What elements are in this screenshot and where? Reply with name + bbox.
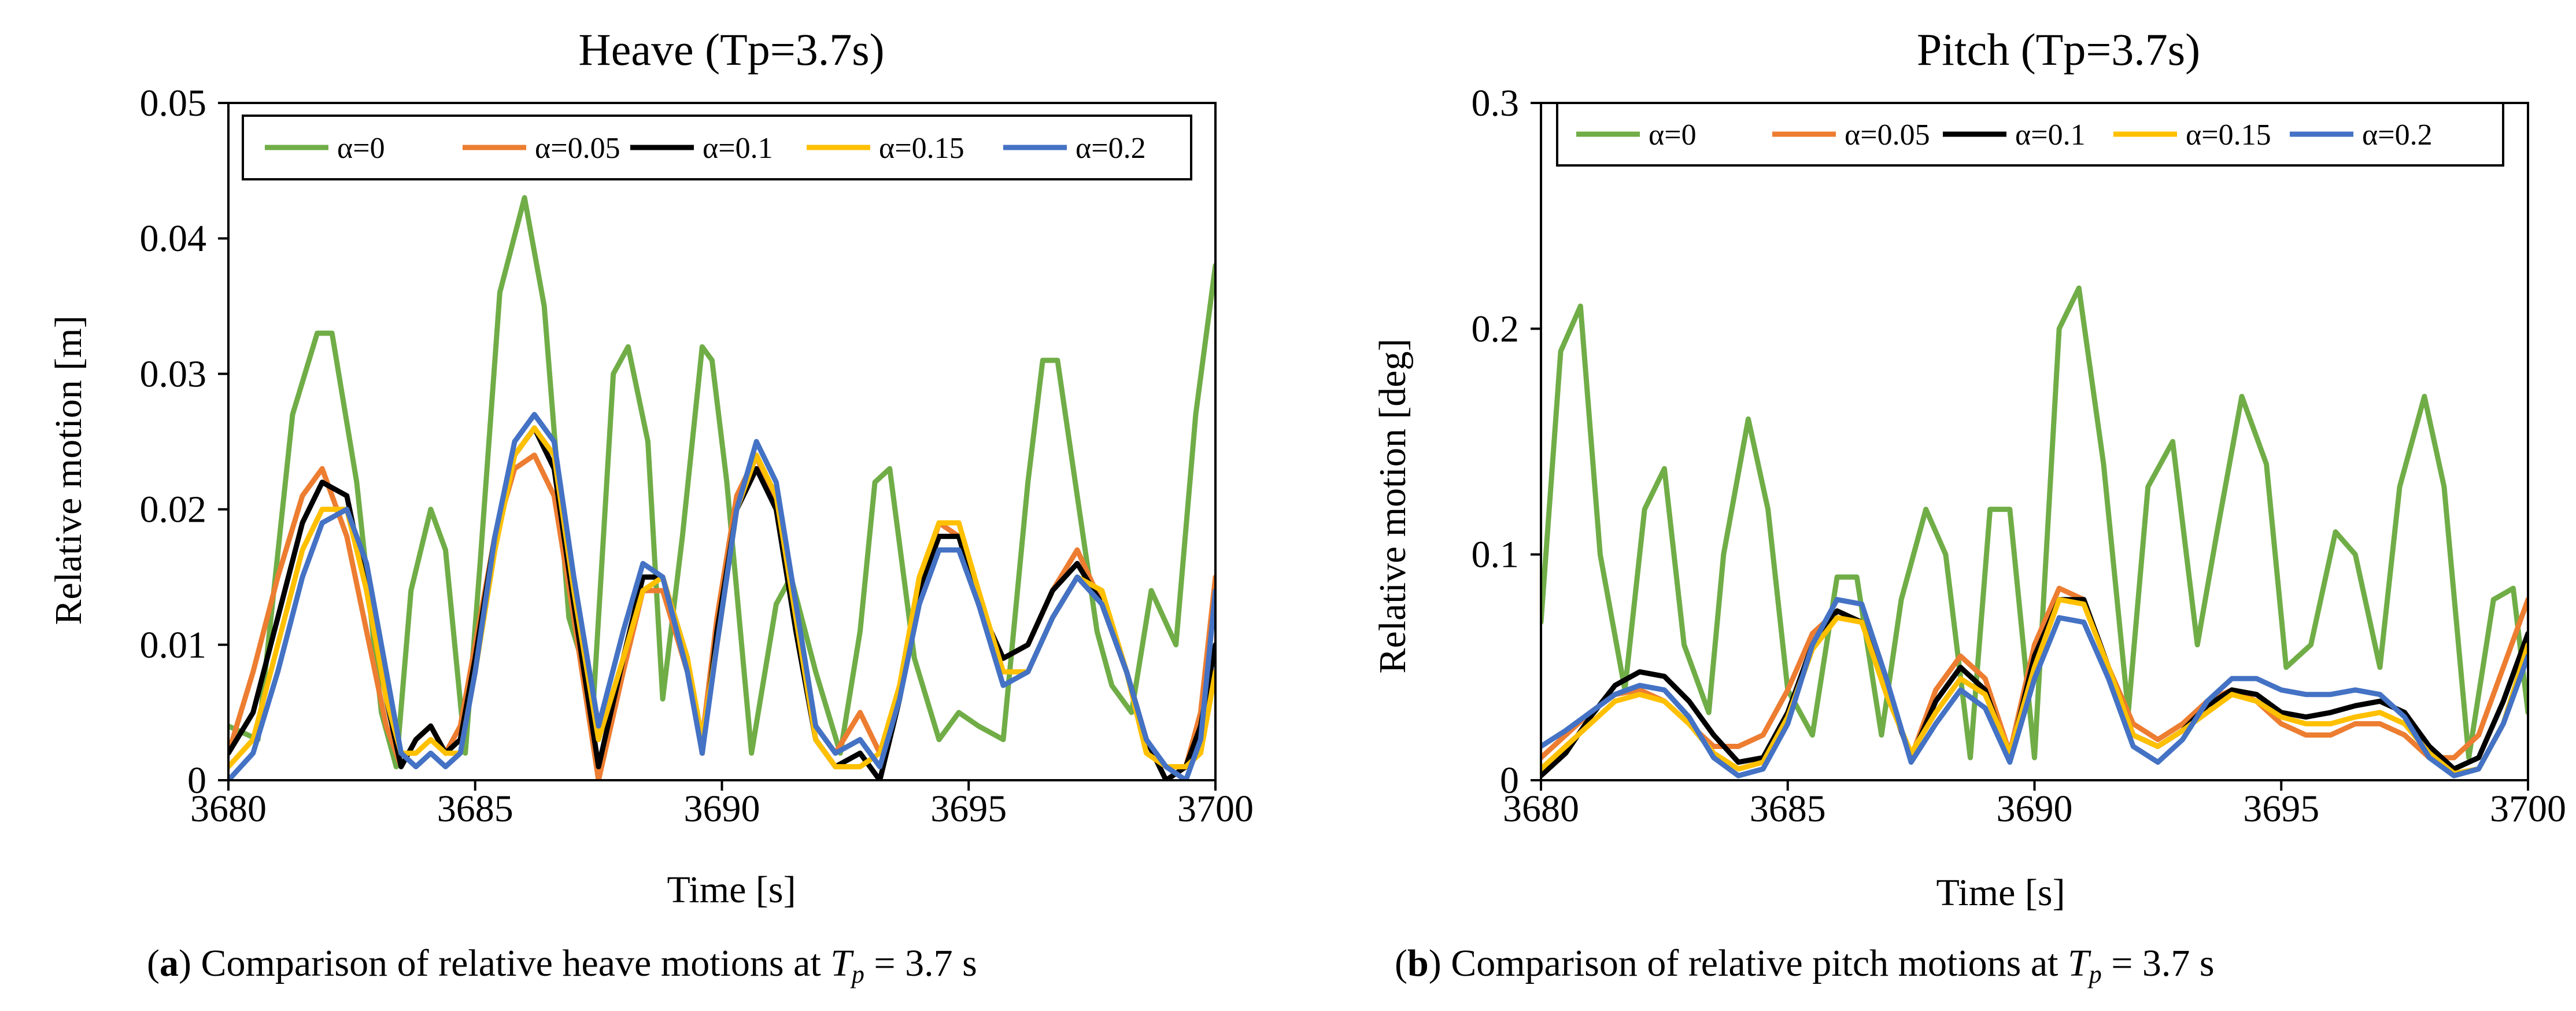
caption-b-value: = 3.7 s [2101, 942, 2215, 984]
pitch-series-line-1 [1541, 585, 2528, 761]
pitch-y-tick-label: 0 [1500, 759, 1519, 802]
caption-b-symbol: T [2067, 942, 2089, 984]
heave-x-tick-label: 3700 [1177, 788, 1254, 830]
heave-y-tick-label: 0.01 [140, 624, 207, 666]
heave-y-tick-label: 0.03 [140, 353, 207, 395]
pitch-series-line-2 [1541, 597, 2528, 778]
pitch-y-tick-label: 0.3 [1472, 82, 1520, 124]
heave-legend: α=0 α=0.05 α=0.1 α=0.15 α=0.2 [242, 115, 1192, 180]
pitch-x-tick-label: 3700 [2490, 788, 2566, 830]
caption-a-label: a [159, 942, 179, 984]
pitch-chart-title: Pitch (Tp=3.7s) [1917, 24, 2200, 75]
heave-tick-labels: 0 0.01 0.02 0.03 0.04 0.05 3680 3685 3690 3695 370… [140, 82, 1254, 830]
heave-legend-label-0: α=0 [337, 132, 385, 165]
heave-chart: Heave (Tp=3.7s) Relative motion [m] Time… [47, 24, 1254, 911]
caption-a-subscript: p [851, 960, 864, 988]
pitch-legend: α=0 α=0.05 α=0.1 α=0.15 α=0.2 [1556, 102, 2504, 167]
pitch-y-axis-label: Relative motion [deg] [1372, 338, 1414, 673]
pitch-series-line-0 [1541, 285, 2528, 761]
heave-x-axis-label: Time [s] [667, 869, 796, 911]
pitch-legend-label-3: α=0.15 [2186, 119, 2271, 152]
caption-a-value: = 3.7 s [864, 942, 977, 984]
pitch-y-tick-label: 0.2 [1472, 308, 1520, 350]
pitch-x-tick-label: 3680 [1503, 788, 1579, 830]
caption-a-text: Comparison of relative heave motions at [201, 942, 831, 984]
heave-legend-label-1: α=0.05 [535, 132, 620, 165]
heave-chart-title: Heave (Tp=3.7s) [578, 24, 884, 75]
heave-y-axis-label: Relative motion [m] [47, 315, 90, 625]
caption-b-label: b [1407, 942, 1429, 984]
pitch-legend-label-1: α=0.05 [1845, 119, 1930, 152]
caption-b-text: Comparison of relative pitch motions at [1451, 942, 2068, 984]
caption-b: (b) Comparison of relative pitch motions… [1395, 942, 2215, 988]
pitch-legend-label-4: α=0.2 [2362, 119, 2433, 152]
caption-a-symbol: T [830, 942, 852, 984]
heave-series-line-0 [228, 195, 1215, 770]
heave-legend-label-4: α=0.2 [1076, 132, 1146, 165]
caption-b-subscript: p [2089, 960, 2102, 988]
pitch-x-axis-label: Time [s] [1936, 872, 2065, 914]
heave-x-tick-label: 3685 [437, 788, 513, 830]
pitch-x-tick-label: 3690 [1997, 788, 2073, 830]
heave-legend-label-2: α=0.1 [703, 132, 773, 165]
heave-y-tick-label: 0.04 [140, 217, 207, 260]
pitch-x-tick-label: 3695 [2243, 788, 2319, 830]
pitch-chart: Pitch (Tp=3.7s) Relative motion [deg] Ti… [1372, 24, 2566, 914]
heave-x-tick-label: 3695 [930, 788, 1007, 830]
heave-series-group [228, 195, 1215, 780]
heave-x-tick-label: 3680 [190, 788, 267, 830]
pitch-legend-label-0: α=0 [1649, 119, 1697, 152]
pitch-legend-label-2: α=0.1 [2015, 119, 2086, 152]
pitch-x-tick-label: 3685 [1750, 788, 1826, 830]
heave-series-line-4 [228, 412, 1215, 780]
heave-legend-label-3: α=0.15 [879, 132, 964, 165]
pitch-tick-labels: 0 0.1 0.2 0.3 3680 3685 3690 3695 3700 [1472, 82, 2567, 830]
pitch-series-line-4 [1541, 597, 2528, 778]
caption-a: (a) Comparison of relative heave motions… [147, 942, 977, 988]
heave-y-tick-label: 0.02 [140, 489, 207, 531]
pitch-series-group [1541, 285, 2528, 778]
heave-x-tick-label: 3690 [684, 788, 760, 830]
pitch-y-tick-label: 0.1 [1472, 534, 1520, 576]
heave-y-tick-label: 0.05 [140, 82, 207, 124]
heave-y-tick-label: 0 [187, 759, 206, 802]
